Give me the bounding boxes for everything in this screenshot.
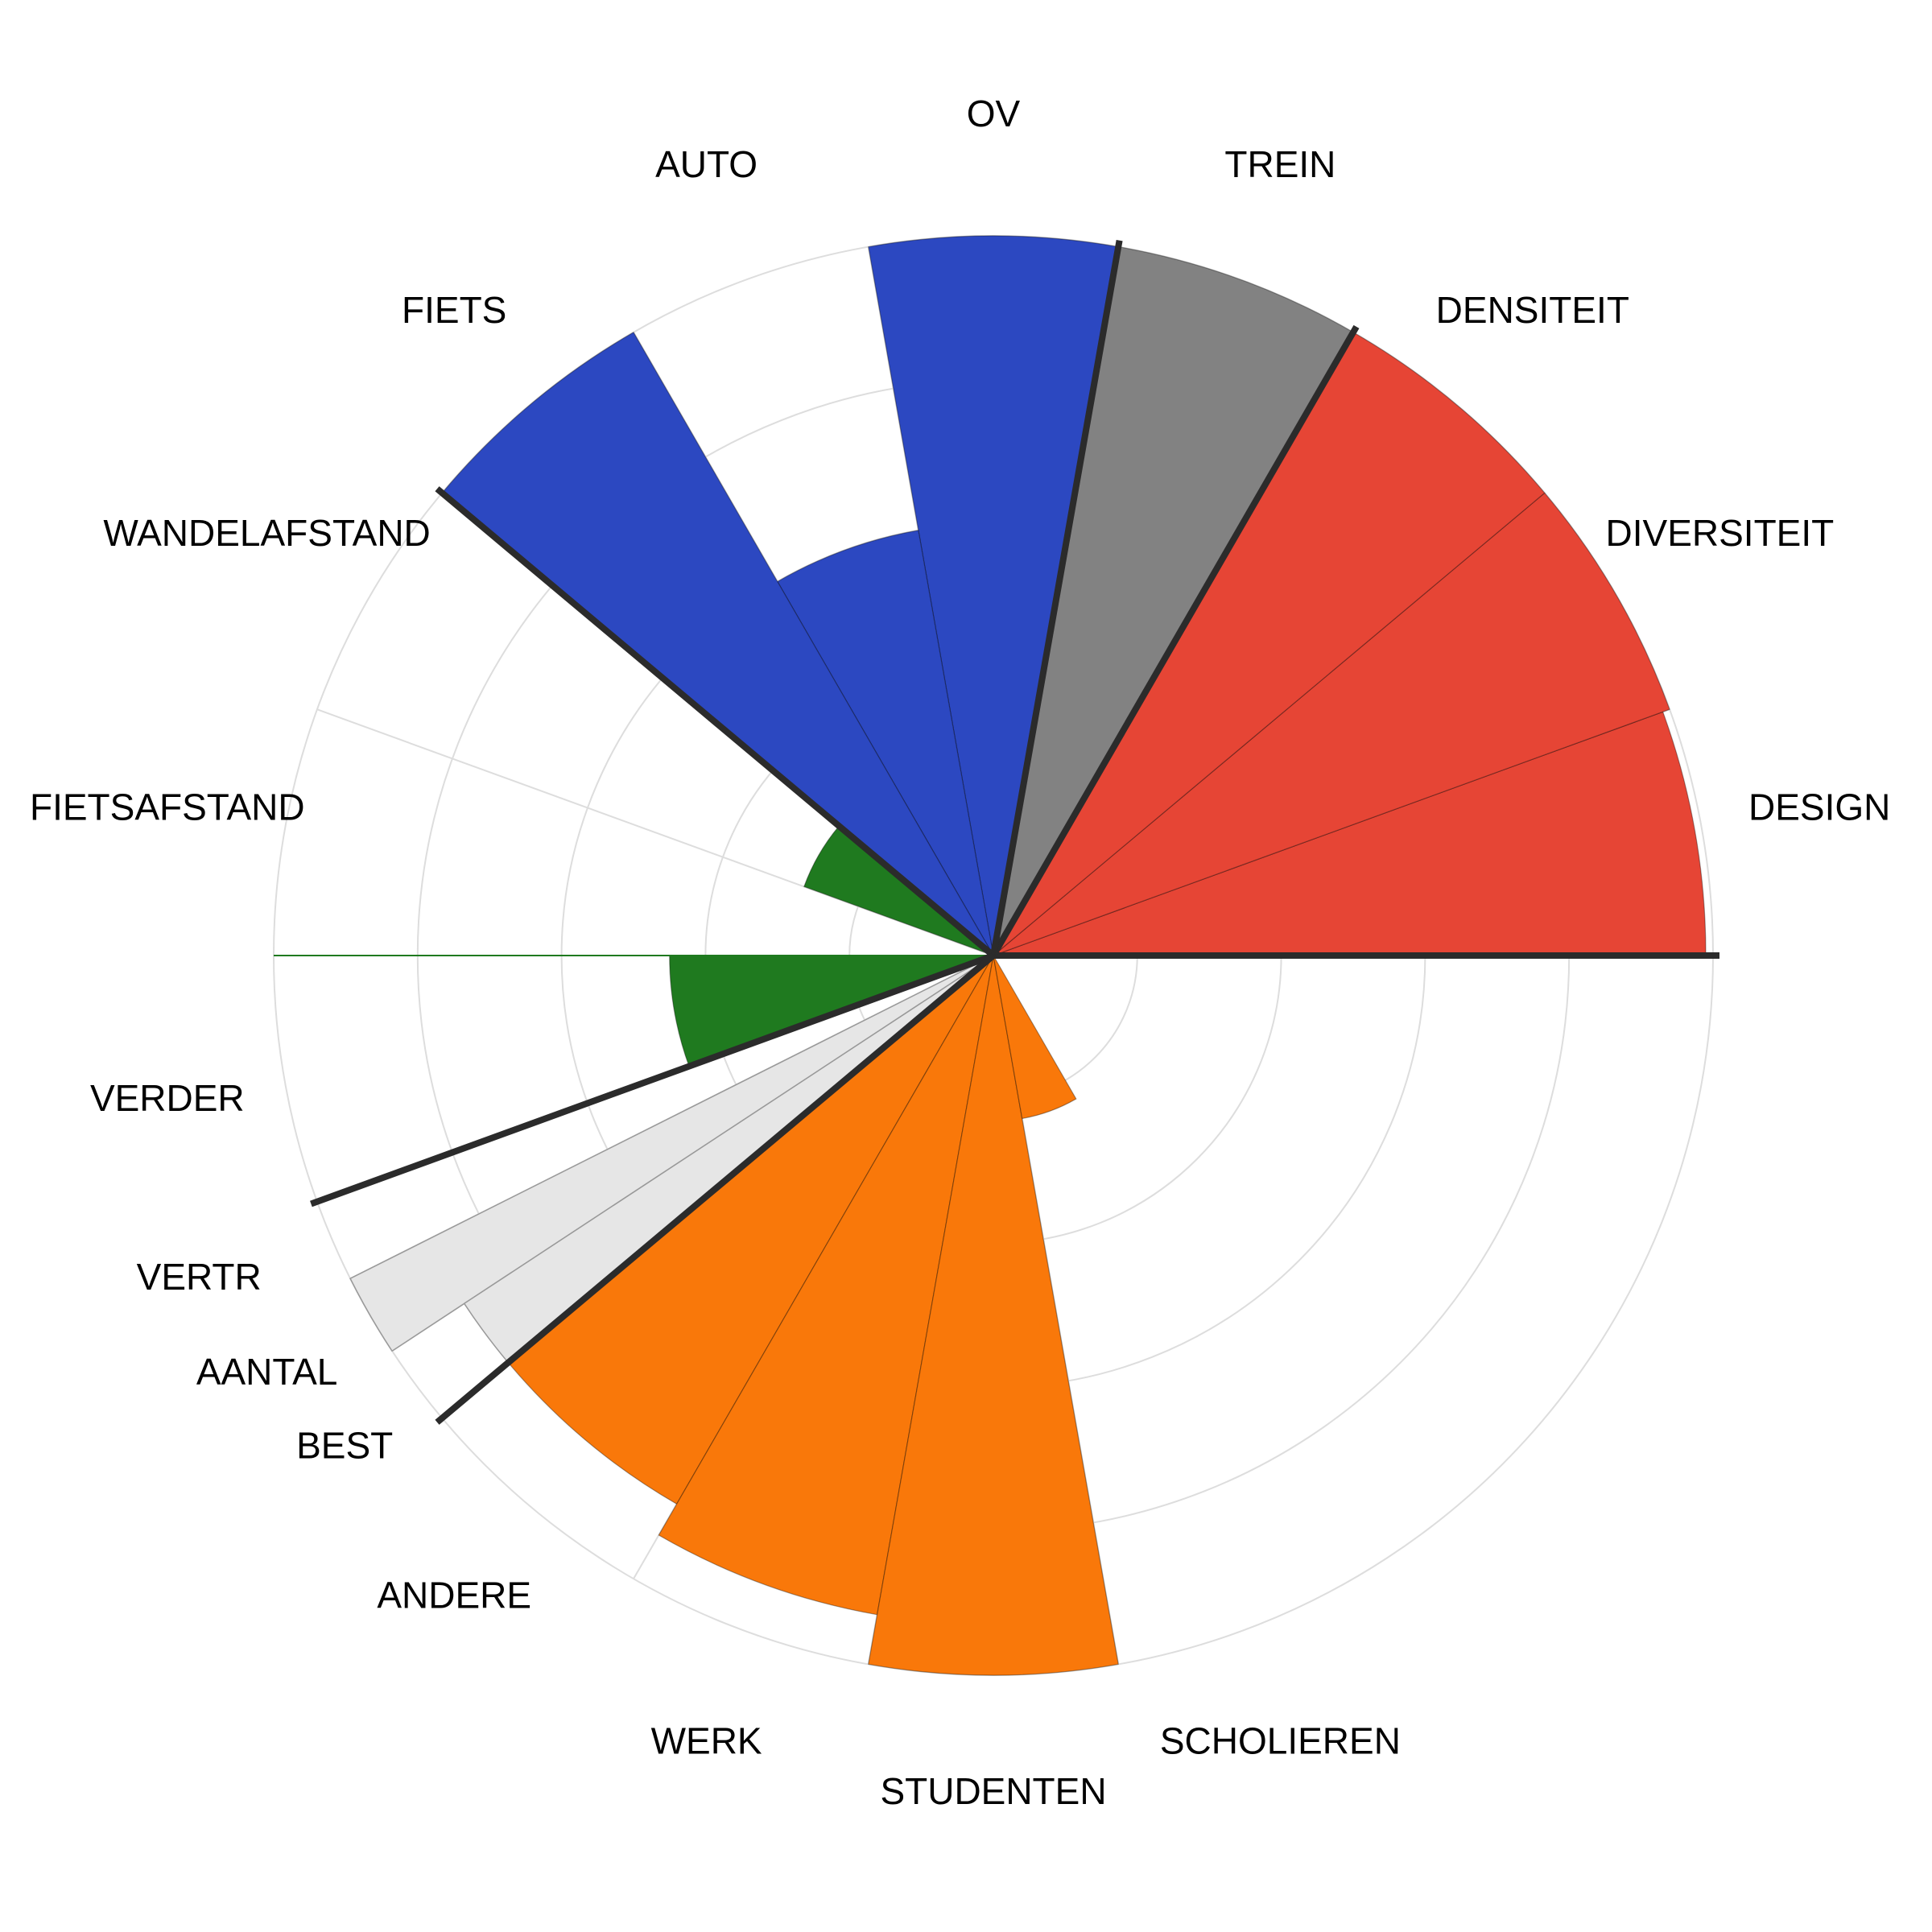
group-separator-4 xyxy=(435,486,996,959)
category-label-best: BEST xyxy=(296,1424,393,1466)
category-label-fiets: FIETS xyxy=(402,289,506,331)
wedge-auto xyxy=(776,530,994,956)
group-separator-5 xyxy=(310,952,995,1208)
separator-layer xyxy=(310,240,1719,1425)
wedge-scholieren xyxy=(993,955,1077,1120)
category-label-studenten: STUDENTEN xyxy=(880,1770,1106,1812)
wedge-andere xyxy=(507,955,994,1505)
category-label-densiteit: DENSITEIT xyxy=(1436,289,1629,331)
category-label-ov: OV xyxy=(967,93,1021,134)
category-label-vertr: VERTR xyxy=(137,1256,262,1298)
category-label-werk: WERK xyxy=(651,1719,762,1761)
category-label-verder: VERDER xyxy=(90,1077,245,1119)
category-label-diversiteit: DIVERSITEIT xyxy=(1606,512,1835,554)
wedge-studenten xyxy=(868,955,1119,1676)
wedge-diversiteit xyxy=(993,492,1670,956)
category-label-design: DESIGN xyxy=(1748,786,1890,828)
category-label-aantal: AANTAL xyxy=(196,1351,338,1393)
group-separator-2 xyxy=(990,324,1360,958)
wedge-ov xyxy=(868,235,1119,956)
category-label-wandelafstand: WANDELAFSTAND xyxy=(103,512,430,554)
shadow-wedge-aantal xyxy=(349,955,994,1352)
category-label-trein: TREIN xyxy=(1224,143,1335,185)
category-label-auto: AUTO xyxy=(655,143,758,185)
wedge-trein xyxy=(993,246,1354,956)
category-label-scholieren: SCHOLIEREN xyxy=(1160,1719,1401,1761)
wedge-design xyxy=(993,711,1707,956)
label-layer: DESIGN DIVERSITEIT DENSITEIT TREIN OV AUTO FIE… xyxy=(30,93,1890,1812)
wedge-werk xyxy=(658,955,994,1616)
wedge-densiteit xyxy=(993,331,1546,956)
group-separator-3 xyxy=(990,240,1123,956)
category-label-fietsafstand: FIETSAFSTAND xyxy=(30,786,305,828)
category-label-andere: ANDERE xyxy=(377,1574,531,1616)
wedge-fiets xyxy=(441,331,994,956)
group-separator-6 xyxy=(435,952,996,1425)
